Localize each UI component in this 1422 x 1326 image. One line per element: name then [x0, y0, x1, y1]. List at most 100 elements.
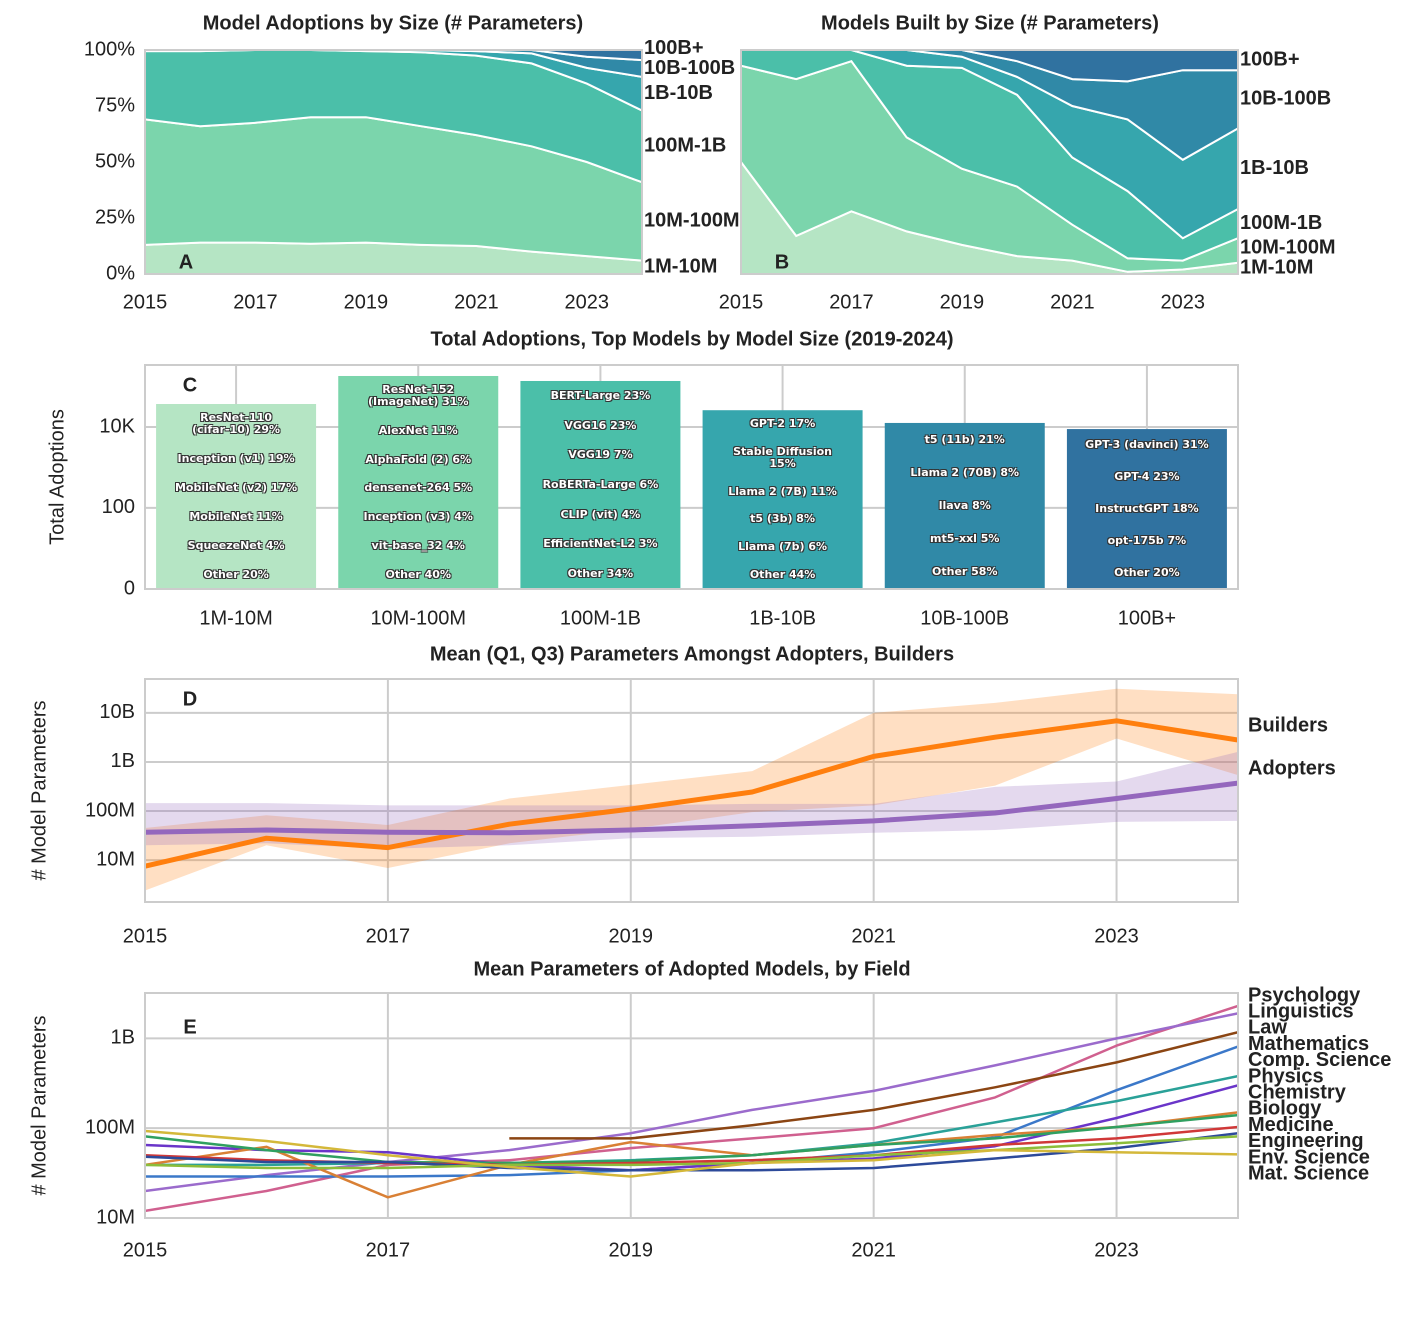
- bar-annotations: BERT-Large 23% VGG16 23% VGG19 7% RoBERTa-L…: [543, 388, 659, 579]
- bar-annotation: densenet-264 5%: [364, 481, 473, 495]
- bar-annotation: mt5-xxl 5%: [930, 532, 1000, 546]
- x-tick-label: 2021: [851, 1239, 896, 1261]
- x-tick-label: 2017: [829, 291, 874, 313]
- bar: [884, 422, 1045, 589]
- bar: [702, 410, 863, 589]
- x-tick-label: 10B-100B: [920, 607, 1009, 629]
- plot-frame: [144, 364, 1239, 590]
- bar-annotation: AlexNet 11%: [378, 424, 458, 438]
- x-tick-label: 10M-100M: [370, 607, 466, 629]
- bar: [338, 375, 499, 589]
- legend-label: 1M-10M: [644, 256, 717, 278]
- bar-annotation: MobileNet (v2) 17%: [174, 481, 298, 495]
- chart-title: Models Built by Size (# Parameters): [821, 12, 1159, 34]
- bar-annotation: llava 8%: [938, 498, 991, 512]
- line: [145, 1129, 1238, 1178]
- y-tick-label: 1B: [111, 750, 135, 772]
- x-tick-label: 2015: [719, 291, 764, 313]
- y-tick-label: 100M: [85, 799, 135, 821]
- x-tick-label: 2017: [366, 925, 411, 947]
- bar: [520, 380, 681, 589]
- line: [145, 780, 1238, 836]
- y-tick-label: 0: [124, 577, 135, 599]
- x-tick-label: 2015: [123, 925, 168, 947]
- legend-label: 10M-100M: [644, 210, 740, 232]
- legend-label: Mat. Science: [1248, 1162, 1369, 1184]
- legend-label: Chemistry: [1248, 1081, 1347, 1103]
- x-tick-label: 2019: [609, 925, 654, 947]
- bar-annotation: vit-base_32 4%: [371, 538, 465, 552]
- y-tick-label: 100%: [84, 38, 135, 60]
- plot-frame: [144, 49, 643, 275]
- bar-annotation: Other 40%: [385, 567, 451, 581]
- bar-annotation: Stable Diffusion 15%: [733, 444, 833, 470]
- bar-annotation: MobileNet 11%: [189, 509, 283, 523]
- bar-annotation: Other 20%: [1114, 565, 1180, 579]
- bar-annotation: GPT-3 (davinci) 31%: [1085, 438, 1209, 452]
- chart-title: Mean (Q1, Q3) Parameters Amongst Adopter…: [430, 643, 954, 665]
- x-tick-label: 100B+: [1118, 607, 1176, 629]
- y-tick-label: 10M: [96, 1206, 135, 1228]
- legend-label: 100M-1B: [1240, 212, 1322, 234]
- bar-annotation: Other 58%: [932, 565, 998, 579]
- bar-annotations: GPT-3 (davinci) 31% GPT-4 23% InstructGPT …: [1085, 438, 1209, 579]
- bar-annotation: Other 44%: [749, 568, 816, 582]
- legend-label: Physics: [1248, 1065, 1324, 1087]
- bar: [1066, 429, 1227, 589]
- x-tick-label: 2019: [609, 1239, 654, 1261]
- x-tick-label: 2023: [565, 291, 610, 313]
- y-tick-label: 75%: [95, 94, 135, 116]
- x-tick-label: 2017: [366, 1239, 411, 1261]
- x-tick-label: 2023: [1094, 925, 1139, 947]
- y-axis-label: # Model Parameters: [28, 700, 50, 880]
- legend-label: Biology: [1248, 1098, 1322, 1120]
- bar-annotation: Inception (v1) 19%: [177, 452, 295, 466]
- x-tick-label: 2019: [344, 291, 389, 313]
- bar-annotation: ResNet-152 (ImageNet) 31%: [368, 383, 469, 409]
- bar-annotation: opt-175b 7%: [1107, 534, 1187, 547]
- bar-annotation: GPT-4 23%: [1114, 470, 1180, 484]
- legend-label: Mathematics: [1248, 1033, 1369, 1055]
- x-tick-label: 2019: [940, 291, 985, 313]
- bar-annotation: GPT-2 17%: [749, 417, 816, 431]
- chart-title: Total Adoptions, Top Models by Model Siz…: [430, 328, 953, 350]
- bar-annotations: ResNet-110 (cifar-10) 29% Inception (v1) …: [174, 411, 298, 581]
- x-tick-label: 2015: [123, 291, 168, 313]
- bar-annotation: Inception (v3) 4%: [363, 510, 473, 524]
- plot-frame: [144, 992, 1239, 1219]
- panel-letter: C: [183, 374, 197, 396]
- x-tick-label: 2015: [123, 1239, 168, 1261]
- line: [145, 1004, 1238, 1213]
- bar-annotation: Other 20%: [203, 567, 269, 581]
- bar-annotation: ResNet-110 (cifar-10) 29%: [192, 411, 281, 437]
- bar-annotation: t5 (11b) 21%: [924, 432, 1005, 446]
- x-tick-label: 2023: [1094, 1239, 1139, 1261]
- x-tick-label: 1M-10M: [199, 607, 272, 629]
- annotation-list: t5 (11b) 21% Llama 2 (70B) 8% llava 8% mt5-…: [885, 423, 1045, 589]
- line: [509, 1030, 1238, 1140]
- bar-annotation: Llama 2 (7B) 11%: [728, 484, 837, 498]
- bar-annotation: BERT-Large 23%: [550, 388, 651, 402]
- bar-annotation: InstructGPT 18%: [1095, 502, 1199, 516]
- bar-annotations: t5 (11b) 21% Llama 2 (70B) 8% llava 8% mt5-…: [885, 423, 1045, 589]
- bar-annotation: EfficientNet-L2 3%: [543, 537, 658, 551]
- plot-frame: [144, 678, 1239, 903]
- legend-label: 100M-1B: [644, 135, 726, 157]
- bar-annotation: AlphaFold (2) 6%: [365, 452, 472, 466]
- bar-annotation: VGG19 7%: [568, 448, 633, 462]
- legend-label: 10B-100B: [1240, 88, 1331, 110]
- y-tick-label: 100M: [85, 1116, 135, 1138]
- chart-title: Model Adoptions by Size (# Parameters): [203, 12, 583, 34]
- bar-annotations: ResNet-152 (ImageNet) 31% AlexNet 11% Alph…: [363, 383, 473, 581]
- quartile-band: [145, 751, 1238, 849]
- legend-label: Linguistics: [1248, 1000, 1354, 1022]
- legend-label: Comp. Science: [1248, 1049, 1391, 1071]
- legend-label: 10B-100B: [644, 57, 735, 79]
- x-tick-label: 2021: [1050, 291, 1095, 313]
- x-tick-label: 1B-10B: [749, 607, 816, 629]
- plot-frame: [740, 49, 1239, 275]
- line: [145, 1135, 1238, 1170]
- bar: [156, 404, 317, 589]
